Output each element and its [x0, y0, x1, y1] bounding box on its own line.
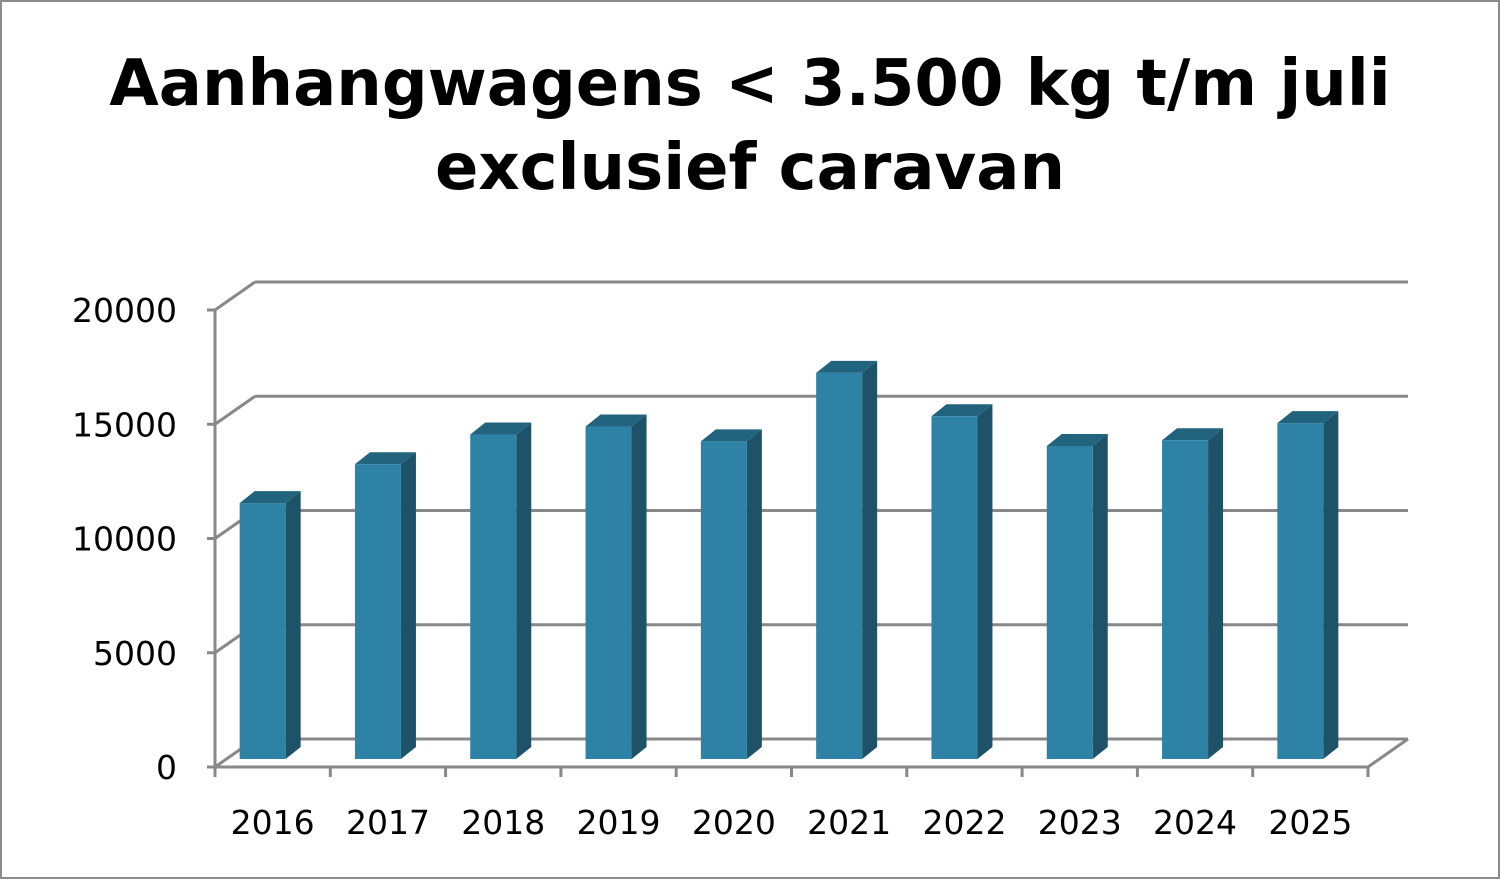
chart-title-line-2: exclusief caravan	[434, 131, 1066, 205]
bar-2018	[470, 422, 532, 759]
x-tick-label: 2017	[346, 803, 430, 842]
gridline	[214, 280, 1408, 312]
y-tick-label: 10000	[72, 520, 177, 559]
x-tick-label: 2025	[1268, 803, 1352, 842]
x-tick-label: 2018	[461, 803, 545, 842]
y-tick-label: 20000	[72, 291, 177, 330]
bar-2022	[931, 404, 993, 759]
x-tick-label: 2024	[1153, 803, 1237, 842]
bar-2025	[1277, 411, 1339, 759]
bar-layer	[239, 360, 1339, 759]
y-tick-label: 15000	[72, 405, 177, 444]
x-tick-label: 2016	[231, 803, 315, 842]
bar-2016	[239, 491, 301, 759]
x-tick-label: 2023	[1038, 803, 1122, 842]
chart-title: Aanhangwagens < 3.500 kg t/m juli exclus…	[2, 42, 1498, 210]
x-tick-label: 2022	[922, 803, 1006, 842]
bar-2017	[354, 452, 416, 759]
x-tick-label: 2021	[807, 803, 891, 842]
floor-edge	[1367, 737, 1409, 769]
chart-title-line-1: Aanhangwagens < 3.500 kg t/m juli	[109, 47, 1391, 121]
label-layer: 0 5000 10000 15000 20000 2016 2017 2018 2019 2020…	[72, 291, 1352, 842]
gridline	[214, 394, 1408, 426]
bar-2023	[1046, 433, 1108, 759]
x-tick-label: 2020	[692, 803, 776, 842]
bar-2019	[585, 414, 647, 759]
axis-layer	[207, 308, 1409, 777]
y-tick-label: 5000	[93, 634, 177, 673]
x-tick-label: 2019	[577, 803, 661, 842]
bar-2020	[700, 429, 762, 759]
bar-2024	[1162, 428, 1224, 759]
y-tick-label: 0	[156, 748, 177, 787]
bar-2021	[816, 360, 878, 759]
